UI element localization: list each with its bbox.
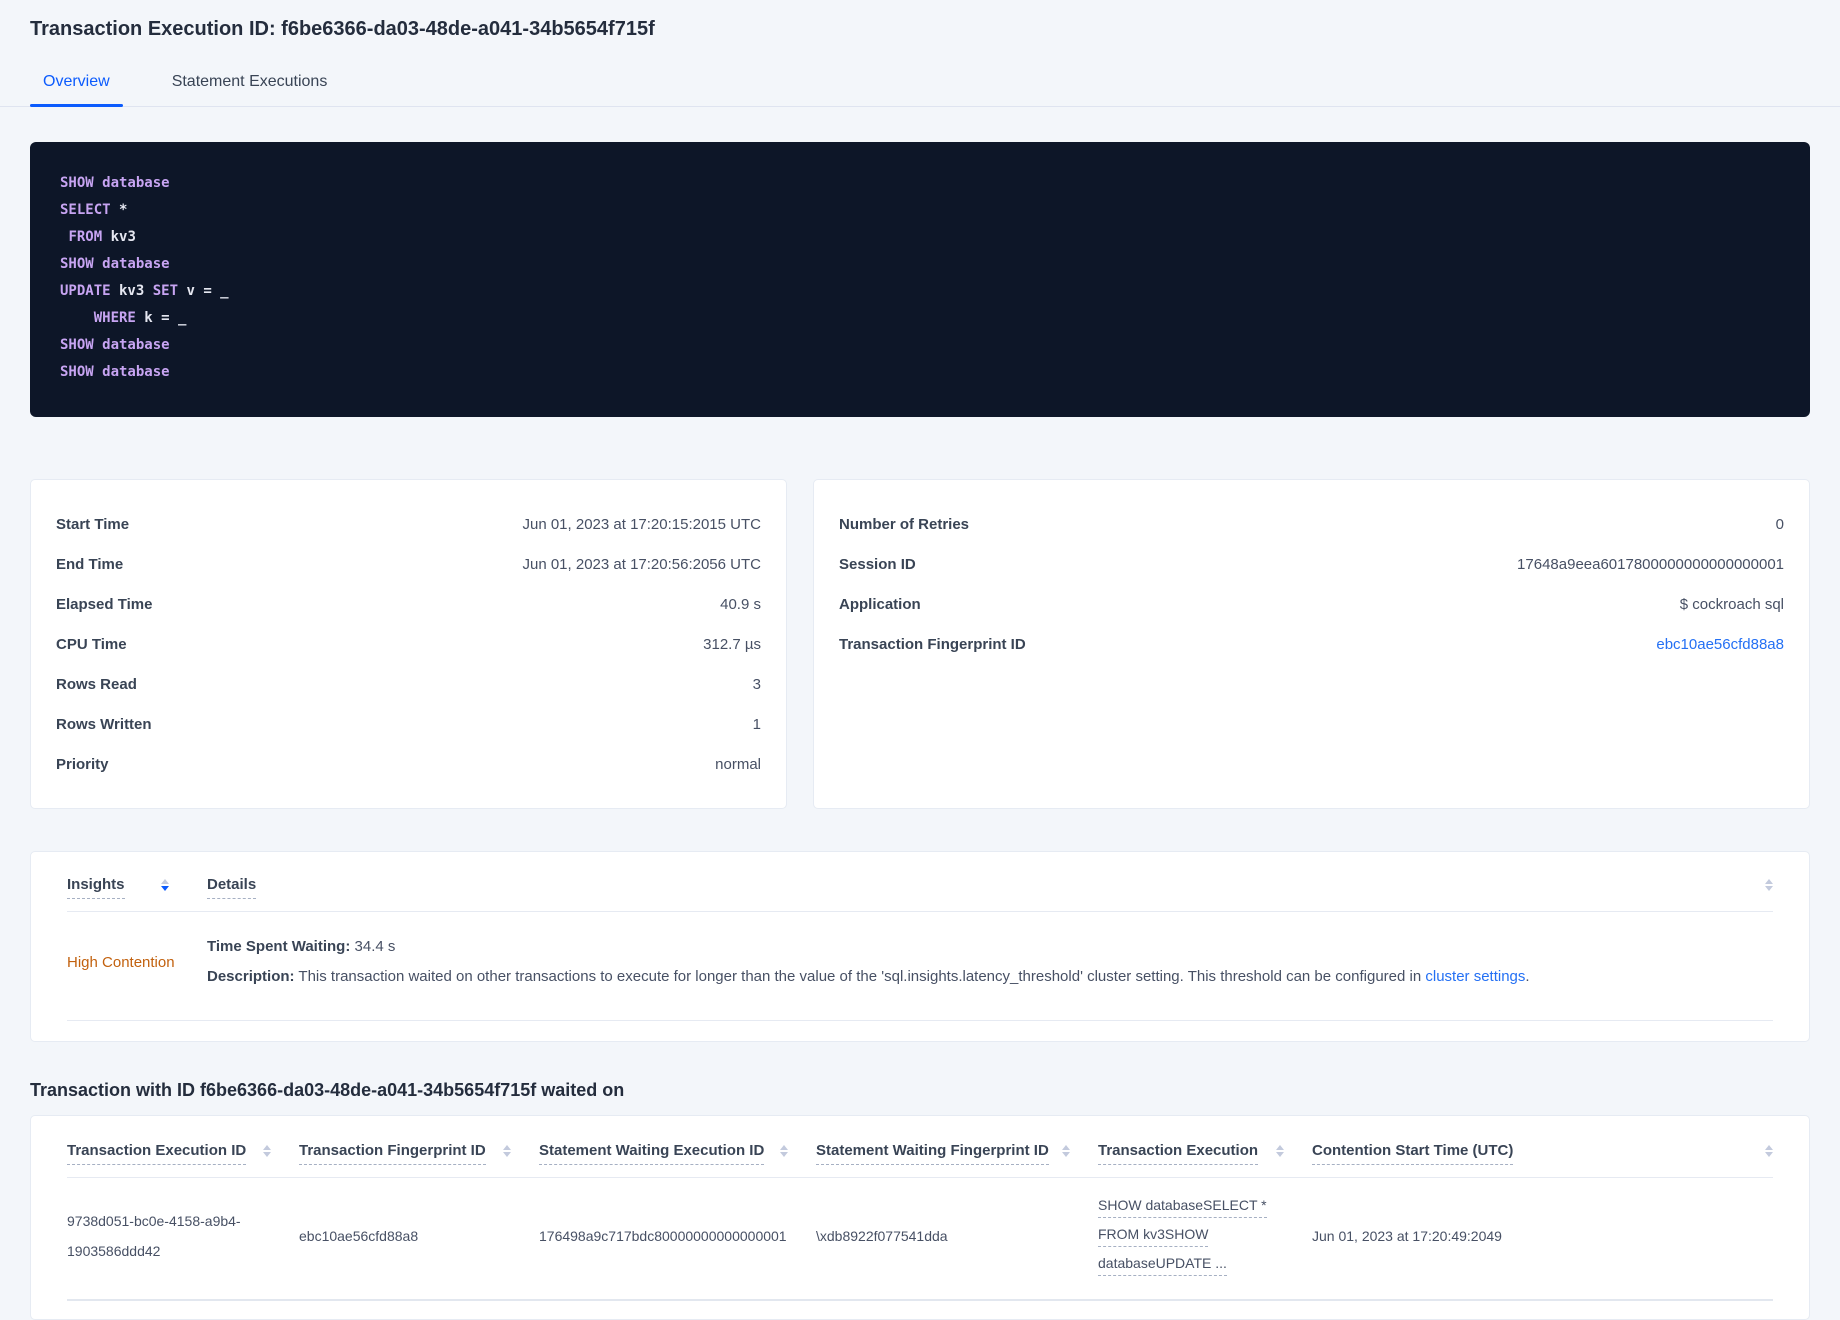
row-label: Rows Written bbox=[56, 715, 152, 733]
summary-row-elapsed-time: Elapsed Time 40.9 s bbox=[56, 584, 761, 624]
transaction-execution-id-value: 9738d051-bc0e-4158-a9b4-1903586ddd42 bbox=[67, 1212, 241, 1259]
insights-card: Insights Details High Contention Time Sp… bbox=[30, 851, 1810, 1042]
waited-on-table-header: Transaction Execution ID Transaction Fin… bbox=[67, 1116, 1773, 1178]
row-value: normal bbox=[715, 755, 761, 773]
summary-row-rows-written: Rows Written 1 bbox=[56, 704, 761, 744]
column-label[interactable]: Statement Waiting Fingerprint ID bbox=[816, 1142, 1049, 1165]
summary-row-priority: Priority normal bbox=[56, 744, 761, 784]
transaction-fingerprint-link[interactable]: ebc10ae56cfd88a8 bbox=[1656, 635, 1784, 653]
row-value: $ cockroach sql bbox=[1679, 595, 1784, 613]
cell-contention-start-time: Jun 01, 2023 at 17:20:49:2049 bbox=[1312, 1228, 1773, 1244]
sort-icon[interactable] bbox=[1062, 1145, 1070, 1157]
cluster-settings-link[interactable]: cluster settings bbox=[1425, 968, 1526, 985]
row-label: Number of Retries bbox=[839, 515, 970, 533]
waiting-label: Time Spent Waiting: bbox=[207, 938, 351, 955]
summary-row-cpu-time: CPU Time 312.7 µs bbox=[56, 624, 761, 664]
column-header-transaction-fingerprint-id[interactable]: Transaction Fingerprint ID bbox=[299, 1142, 539, 1177]
column-header-contention-start-time[interactable]: Contention Start Time (UTC) bbox=[1312, 1142, 1773, 1177]
row-label: Session ID bbox=[839, 555, 916, 573]
session-summary-card: Number of Retries 0 Session ID 17648a9ee… bbox=[813, 479, 1810, 809]
transaction-fingerprint-id-value: ebc10ae56cfd88a8 bbox=[299, 1227, 419, 1244]
insight-badge: High Contention bbox=[67, 953, 175, 971]
sort-icon[interactable] bbox=[1765, 1145, 1773, 1157]
row-value: 1 bbox=[752, 715, 761, 733]
column-header-statement-waiting-execution-id[interactable]: Statement Waiting Execution ID bbox=[539, 1142, 816, 1177]
cell-transaction-execution-id: 9738d051-bc0e-4158-a9b4-1903586ddd42 bbox=[67, 1206, 299, 1266]
row-value: 40.9 s bbox=[720, 595, 761, 613]
row-label: Priority bbox=[56, 755, 109, 773]
insights-column-header[interactable]: Insights bbox=[67, 876, 207, 911]
insight-row: High Contention Time Spent Waiting: 34.4… bbox=[67, 912, 1773, 1021]
insight-details: Time Spent Waiting: 34.4 s Description: … bbox=[207, 932, 1773, 992]
column-label[interactable]: Statement Waiting Execution ID bbox=[539, 1142, 765, 1165]
contention-start-time-value: Jun 01, 2023 at 17:20:49:2049 bbox=[1312, 1227, 1502, 1244]
transaction-execution-link[interactable]: databaseUPDATE ... bbox=[1098, 1253, 1227, 1276]
row-value: 312.7 µs bbox=[703, 635, 761, 653]
summary-row-transaction-fingerprint-id: Transaction Fingerprint ID ebc10ae56cfd8… bbox=[839, 624, 1784, 664]
page-title: Transaction Execution ID: f6be6366-da03-… bbox=[30, 18, 655, 40]
sort-icon[interactable] bbox=[1765, 879, 1773, 891]
statement-waiting-execution-id-value: 176498a9c717bdc80000000000000001 bbox=[539, 1227, 787, 1244]
column-label[interactable]: Transaction Fingerprint ID bbox=[299, 1142, 486, 1165]
statement-waiting-fingerprint-id-value: \xdb8922f077541dda bbox=[816, 1227, 948, 1244]
row-label: CPU Time bbox=[56, 635, 127, 653]
insights-column-label[interactable]: Insights bbox=[67, 876, 125, 899]
cell-transaction-execution: SHOW databaseSELECT * FROM kv3SHOW datab… bbox=[1098, 1192, 1312, 1279]
sql-statements: SHOW database SELECT * FROM kv3 SHOW datab… bbox=[30, 142, 1810, 417]
cell-statement-waiting-fingerprint-id: \xdb8922f077541dda bbox=[816, 1228, 1098, 1244]
insight-description: Description: This transaction waited on … bbox=[207, 962, 1773, 992]
tab-overview[interactable]: Overview bbox=[30, 65, 123, 107]
transaction-execution-link[interactable]: SHOW databaseSELECT * bbox=[1098, 1195, 1267, 1218]
sort-descending-icon[interactable] bbox=[160, 879, 169, 891]
column-label[interactable]: Transaction Execution ID bbox=[67, 1142, 247, 1165]
row-label: Rows Read bbox=[56, 675, 137, 693]
column-header-statement-waiting-fingerprint-id[interactable]: Statement Waiting Fingerprint ID bbox=[816, 1142, 1098, 1177]
sort-icon[interactable] bbox=[503, 1145, 511, 1157]
cell-transaction-fingerprint-id: ebc10ae56cfd88a8 bbox=[299, 1228, 539, 1244]
summary-row-retries: Number of Retries 0 bbox=[839, 504, 1784, 544]
row-label: Transaction Fingerprint ID bbox=[839, 635, 1026, 653]
row-label: Start Time bbox=[56, 515, 130, 533]
cell-statement-waiting-execution-id: 176498a9c717bdc80000000000000001 bbox=[539, 1228, 816, 1244]
row-value: Jun 01, 2023 at 17:20:56:2056 UTC bbox=[522, 555, 761, 573]
row-label: Elapsed Time bbox=[56, 595, 153, 613]
transaction-execution-link[interactable]: FROM kv3SHOW bbox=[1098, 1224, 1209, 1247]
sort-icon[interactable] bbox=[1276, 1145, 1284, 1157]
summary-row-session-id: Session ID 17648a9eea6017800000000000000… bbox=[839, 544, 1784, 584]
details-column-label[interactable]: Details bbox=[207, 876, 257, 899]
insights-table-header: Insights Details bbox=[67, 852, 1773, 912]
row-value: 17648a9eea6017800000000000000001 bbox=[1517, 555, 1784, 573]
row-value: 0 bbox=[1775, 515, 1784, 533]
tab-bar: Overview Statement Executions bbox=[0, 65, 1840, 107]
row-label: Application bbox=[839, 595, 921, 613]
column-header-transaction-execution-id[interactable]: Transaction Execution ID bbox=[67, 1142, 299, 1177]
waited-on-table-card: Transaction Execution ID Transaction Fin… bbox=[30, 1115, 1810, 1320]
summary-row-application: Application $ cockroach sql bbox=[839, 584, 1784, 624]
summary-row-rows-read: Rows Read 3 bbox=[56, 664, 761, 704]
summary-row-start-time: Start Time Jun 01, 2023 at 17:20:15:2015… bbox=[56, 504, 761, 544]
row-label: End Time bbox=[56, 555, 124, 573]
tab-statement-executions[interactable]: Statement Executions bbox=[171, 73, 328, 90]
sort-icon[interactable] bbox=[263, 1145, 271, 1157]
sort-icon[interactable] bbox=[780, 1145, 788, 1157]
description-text: This transaction waited on other transac… bbox=[294, 968, 1426, 985]
summary-cards: Start Time Jun 01, 2023 at 17:20:15:2015… bbox=[30, 479, 1810, 809]
waited-on-heading: Transaction with ID f6be6366-da03-48de-a… bbox=[30, 1080, 625, 1100]
execution-summary-card: Start Time Jun 01, 2023 at 17:20:15:2015… bbox=[30, 479, 787, 809]
summary-row-end-time: End Time Jun 01, 2023 at 17:20:56:2056 U… bbox=[56, 544, 761, 584]
column-label[interactable]: Transaction Execution bbox=[1098, 1142, 1259, 1165]
time-spent-waiting: Time Spent Waiting: 34.4 s bbox=[207, 932, 1773, 962]
details-column-header[interactable]: Details bbox=[207, 876, 1773, 911]
description-suffix: . bbox=[1525, 968, 1530, 985]
column-header-transaction-execution[interactable]: Transaction Execution bbox=[1098, 1142, 1312, 1177]
description-label: Description: bbox=[207, 968, 295, 985]
row-value: Jun 01, 2023 at 17:20:15:2015 UTC bbox=[522, 515, 761, 533]
waited-on-table-row: 9738d051-bc0e-4158-a9b4-1903586ddd42 ebc… bbox=[67, 1178, 1773, 1301]
column-label[interactable]: Contention Start Time (UTC) bbox=[1312, 1142, 1514, 1165]
row-value: 3 bbox=[752, 675, 761, 693]
waiting-value: 34.4 s bbox=[350, 938, 396, 955]
